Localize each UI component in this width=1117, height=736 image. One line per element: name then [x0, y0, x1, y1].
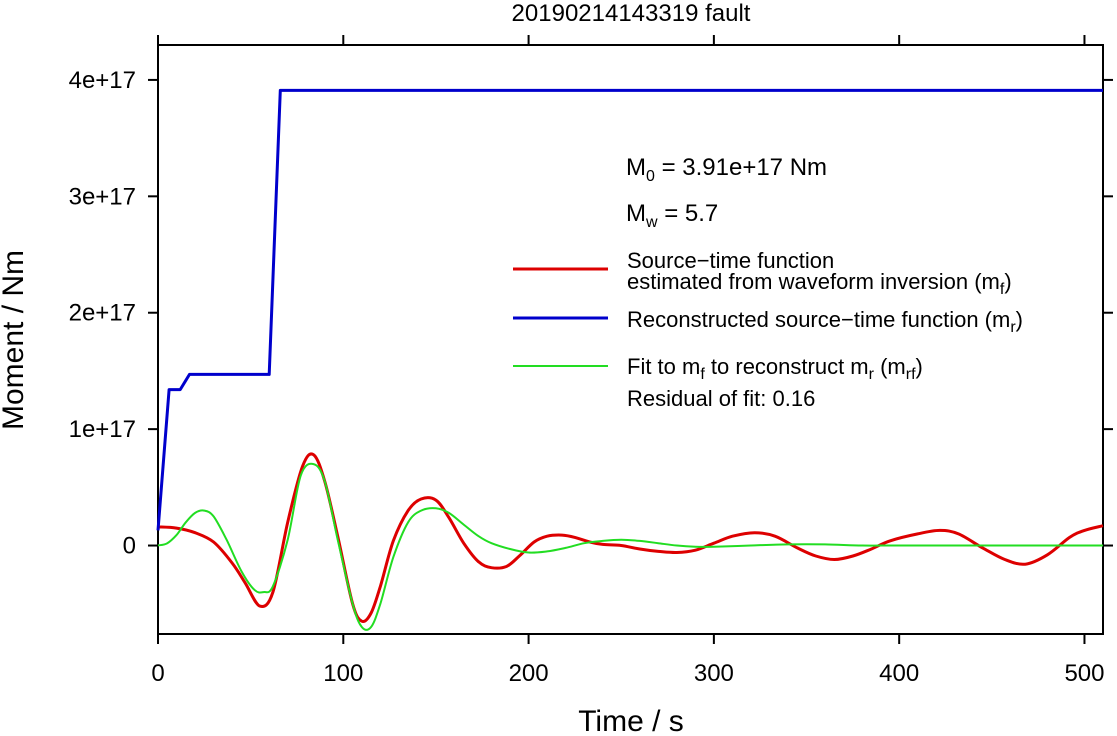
x-tick-label: 0 [151, 660, 164, 687]
series-line-fit [157, 462, 1103, 631]
plot-frame [157, 44, 1104, 635]
m0-annotation: M0 = 3.91e+17 Nm [626, 154, 827, 185]
x-tick-label: 100 [323, 660, 363, 687]
y-tick-label: 4e+17 [69, 67, 136, 94]
x-tick-label: 200 [509, 660, 549, 687]
chart-title: 20190214143319 fault [512, 0, 751, 27]
x-axis-label: Time / s [578, 705, 684, 736]
y-axis-label: Moment / Nm [0, 250, 30, 430]
y-tick-label: 2e+17 [69, 300, 136, 327]
y-tick-label: 3e+17 [69, 183, 136, 210]
y-tick-label: 0 [123, 533, 136, 560]
y-axis: 0 1e+17 2e+17 3e+17 4e+17 [69, 67, 1113, 560]
x-tick-label: 400 [879, 660, 919, 687]
x-axis: 0 100 200 300 400 500 [151, 35, 1104, 687]
legend-label-source-time: Source−time function [627, 248, 834, 273]
y-tick-label: 1e+17 [69, 416, 136, 443]
series-layer [156, 88, 1104, 631]
legend-label-source-time-line2: estimated from waveform inversion (mf) [627, 269, 1012, 298]
x-tick-label: 500 [1064, 660, 1104, 687]
legend: Source−time function estimated from wave… [513, 248, 1023, 411]
residual-annotation: Residual of fit: 0.16 [627, 386, 815, 411]
mw-annotation: Mw = 5.7 [626, 200, 718, 231]
legend-label-fit: Fit to mf to reconstruct mr (mrf) [627, 354, 923, 383]
legend-label-reconstructed: Reconstructed source−time function (mr) [627, 307, 1023, 336]
series-line-reconstructed [156, 88, 1103, 531]
series-line-source-time [157, 452, 1104, 624]
x-tick-label: 300 [694, 660, 734, 687]
